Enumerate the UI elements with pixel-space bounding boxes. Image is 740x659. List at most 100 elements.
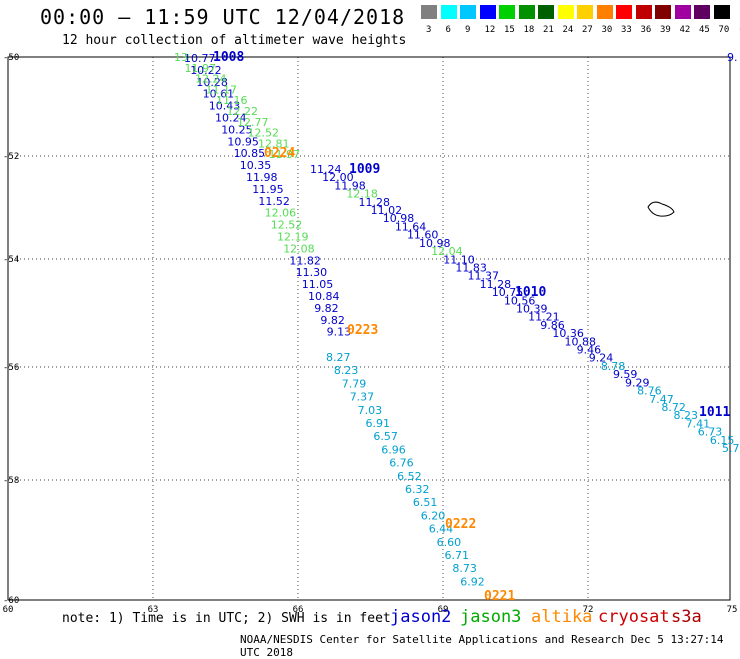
scale-swatch xyxy=(713,5,730,19)
satellite-altika: altika xyxy=(531,607,593,627)
wave-height-value: 11.52 xyxy=(258,195,290,208)
wave-height-value: 12.00 xyxy=(322,171,354,184)
scale-label: 12 xyxy=(484,25,496,35)
latitude-label: -58 xyxy=(3,476,19,486)
wave-height-value: 11.37 xyxy=(468,270,500,283)
wave-height-value: 6.52 xyxy=(397,470,422,483)
satellite-jason2: jason2 xyxy=(390,607,452,627)
wave-height-value: 10.39 xyxy=(516,303,548,316)
latitude-label: -54 xyxy=(3,255,19,265)
wave-height-value: 11.02 xyxy=(371,204,403,217)
wave-height-value: 13 xyxy=(174,51,188,64)
wave-height-value: 6.51 xyxy=(413,496,438,509)
island-outline xyxy=(647,201,675,217)
satellite-jason3: jason3 xyxy=(460,607,522,627)
wave-height-value: 11.21 xyxy=(528,311,560,324)
scale-swatch xyxy=(616,5,632,19)
wave-height-value: 12.04 xyxy=(431,245,463,258)
wave-height-value: 11.83 xyxy=(455,261,487,274)
page-title: 00:00 – 11:59 UTC 12/04/2018 xyxy=(40,5,406,29)
scale-label: 45 xyxy=(699,25,710,35)
scale-swatch xyxy=(421,5,437,19)
wave-height-value: 8.73 xyxy=(452,562,477,575)
wave-height-value: 8.72 xyxy=(661,401,686,414)
wave-height-value: 11.30 xyxy=(296,266,328,279)
wave-height-value: 6.73 xyxy=(698,426,723,439)
wave-height-value: 11.64 xyxy=(395,220,427,233)
wave-height-value: 5.76 xyxy=(722,442,740,455)
wave-height-value: 8.78 xyxy=(601,360,626,373)
scale-label: 70 xyxy=(718,25,730,35)
time-label: 1011 xyxy=(699,405,730,420)
scale-label: 3 xyxy=(426,25,432,35)
latitude-label: -50 xyxy=(3,53,19,63)
longitude-label: 72 xyxy=(583,605,594,615)
latitude-label: -52 xyxy=(3,152,19,162)
wave-height-value: 10.61 xyxy=(203,88,235,101)
wave-height-value: 10.88 xyxy=(564,335,596,348)
wave-height-value: 11.28 xyxy=(358,196,390,209)
scale-label: 18 xyxy=(523,25,535,35)
wave-height-value: 10.84 xyxy=(308,290,340,303)
wave-height-value: 7.47 xyxy=(649,393,674,406)
wave-height-value: 6.71 xyxy=(445,549,470,562)
scale-label: 15 xyxy=(504,25,515,35)
latitude-label: -56 xyxy=(3,363,19,373)
wave-height-value: 12.77 xyxy=(237,116,269,129)
wave-height-value: 10.75 xyxy=(492,286,524,299)
wave-height-value: 6.32 xyxy=(405,483,430,496)
wave-height-value: 9.13 xyxy=(327,326,352,339)
scale-label: 21 xyxy=(543,25,554,35)
wave-height-value: 6.76 xyxy=(389,457,414,470)
edge-value: 9. xyxy=(727,51,738,64)
wave-height-value: 10.95 xyxy=(227,135,259,148)
scale-label: 27 xyxy=(582,25,593,35)
longitude-label: 69 xyxy=(438,605,449,615)
wave-height-value: 9.29 xyxy=(625,376,650,389)
wave-height-value: 6.15 xyxy=(710,434,735,447)
wave-height-value: 7.79 xyxy=(342,377,367,390)
latitude-label: -60 xyxy=(3,596,19,606)
wave-height-value: 11.98 xyxy=(246,171,278,184)
time-label: 0224 xyxy=(264,146,295,161)
time-label: 0223 xyxy=(347,323,378,338)
wave-height-value: 9.86 xyxy=(540,319,565,332)
wave-height-value: 12.81 xyxy=(258,137,290,150)
scale-swatch xyxy=(635,5,652,19)
wave-height-value: 11.28 xyxy=(480,278,512,291)
wave-height-value: 10.24 xyxy=(215,112,247,125)
scale-label: 30 xyxy=(601,25,613,35)
wave-height-value: 11.24 xyxy=(310,163,342,176)
wave-height-value: 10.77 xyxy=(184,52,216,65)
wave-height-value: 10.85 xyxy=(234,147,266,160)
scale-swatch xyxy=(596,5,613,19)
wave-height-value: 11.10 xyxy=(443,253,475,266)
scale-label: 42 xyxy=(679,25,691,35)
scale-label: 24 xyxy=(562,25,574,35)
wave-height-value: 8.27 xyxy=(326,351,351,364)
time-label: 1009 xyxy=(349,162,380,177)
wave-height-value: 6.20 xyxy=(421,509,446,522)
wave-height-value: 8.76 xyxy=(637,385,662,398)
wave-height-value: 6.57 xyxy=(373,430,398,443)
scale-swatch xyxy=(577,5,593,19)
longitude-label: 75 xyxy=(727,605,738,615)
scale-swatch xyxy=(518,5,535,19)
satellite-s3a: s3a xyxy=(671,607,702,627)
wave-height-value: 10.22 xyxy=(190,64,222,77)
scale-label: 33 xyxy=(621,25,632,35)
satellite-cryosat: cryosat xyxy=(598,607,670,627)
wave-height-value: 6.96 xyxy=(381,443,406,456)
wave-height-value: 10.25 xyxy=(221,123,253,136)
scale-swatch xyxy=(460,5,476,19)
time-label: 1008 xyxy=(213,50,244,65)
scale-label: 6 xyxy=(445,25,451,35)
scale-label: 39 xyxy=(660,25,671,35)
wave-height-value: 9.59 xyxy=(613,368,638,381)
wave-height-value: 10.43 xyxy=(209,100,241,113)
wave-height-value: 10.36 xyxy=(552,327,584,340)
time-label: 0222 xyxy=(445,517,476,532)
wave-height-value: 12.18 xyxy=(346,188,378,201)
